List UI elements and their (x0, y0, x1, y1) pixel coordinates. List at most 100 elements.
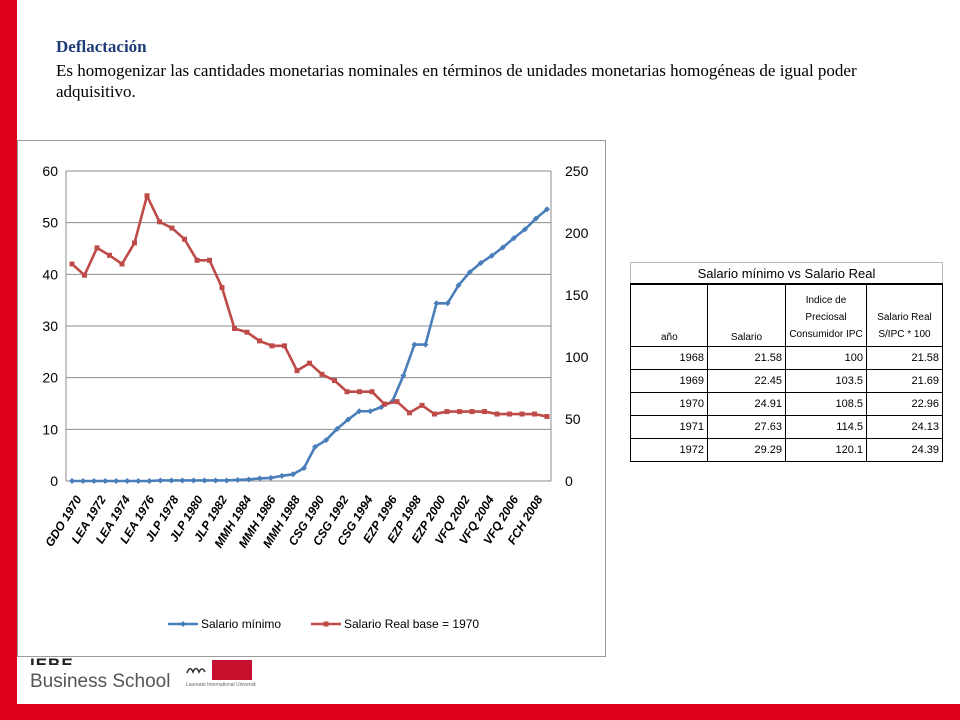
data-point (157, 219, 162, 225)
data-point (245, 476, 252, 483)
data-point (444, 300, 451, 307)
business-school-logo-text: Business School (30, 671, 171, 692)
data-point (466, 269, 473, 276)
data-point (212, 477, 219, 484)
data-point (323, 437, 330, 444)
table-cell: 21.69 (866, 369, 943, 393)
data-point (244, 329, 250, 335)
data-point (419, 402, 425, 408)
data-point (179, 477, 186, 484)
data-point (400, 372, 407, 379)
y-left-tick-label: 10 (42, 421, 58, 437)
data-point (80, 478, 87, 484)
table-row: 1968 21.58 100 21.58 (630, 346, 943, 370)
table-row: 1969 22.45 103.5 21.69 (630, 369, 943, 393)
data-point (119, 261, 125, 267)
accent-bar-bottom (0, 704, 960, 720)
data-point (307, 360, 312, 366)
y-right-tick-label: 200 (565, 225, 589, 241)
y-right-tick-label: 0 (565, 473, 573, 489)
data-point (157, 477, 164, 484)
series-line (72, 208, 548, 483)
uem-mark-icon (186, 667, 206, 675)
data-point (182, 236, 187, 242)
data-point (544, 206, 550, 213)
table-row: 1970 24.91 108.5 22.96 (630, 392, 943, 416)
data-point (357, 389, 362, 395)
data-point (344, 389, 350, 395)
table-row: 1972 29.29 120.1 24.39 (630, 438, 943, 462)
data-point (507, 411, 512, 417)
table-cell: 22.45 (707, 369, 786, 393)
data-point (201, 477, 208, 484)
y-left-tick-label: 60 (42, 163, 58, 179)
data-point (488, 252, 495, 259)
y-left-tick-label: 40 (42, 266, 58, 282)
data-point (113, 478, 120, 484)
table-cell: 1969 (630, 369, 708, 393)
uem-subtitle: Laureate International Universities (186, 682, 256, 688)
line-chart: 0 10 20 30 40 50 60 0 50 100 150 200 250 GDO 1970 LEA … (17, 140, 606, 657)
data-point (356, 408, 363, 415)
y-right-tick-label: 250 (565, 163, 589, 179)
data-point (82, 272, 87, 278)
data-point (91, 478, 98, 484)
y-left-tick-label: 30 (42, 318, 58, 334)
table-cell: 114.5 (785, 415, 867, 439)
table-cell: 1970 (630, 392, 708, 416)
data-point (433, 300, 440, 307)
table-cell: 108.5 (785, 392, 867, 416)
data-point (107, 252, 112, 258)
data-point (407, 410, 412, 416)
data-point (411, 341, 418, 348)
data-point (194, 257, 200, 263)
data-point (300, 465, 307, 472)
data-point (223, 477, 230, 484)
data-point (510, 235, 517, 242)
y-right-tick-label: 50 (565, 411, 581, 427)
data-point (332, 378, 337, 384)
data-point (494, 411, 500, 417)
y-right-tick-label: 100 (565, 349, 589, 365)
uem-red-block (212, 660, 252, 680)
data-point (544, 414, 550, 420)
data-point (269, 343, 275, 349)
data-point (477, 259, 484, 266)
table-cell: 103.5 (785, 369, 867, 393)
y-left-tick-label: 20 (42, 370, 58, 386)
slide-title: Deflactación (56, 37, 147, 56)
table-cell: 24.39 (866, 438, 943, 462)
table-header-real-salary: Salario Real S/IPC * 100 (866, 283, 943, 347)
data-point (132, 240, 137, 246)
data-point (294, 368, 300, 374)
data-point (234, 476, 241, 483)
table-cell: 1972 (630, 438, 708, 462)
data-point (144, 193, 150, 199)
uem-logo: Laureate International Universities (186, 660, 256, 690)
data-point (146, 478, 153, 484)
data-point (521, 226, 528, 233)
data-point (168, 477, 175, 484)
data-point (135, 478, 142, 484)
data-point (432, 411, 437, 417)
data-point (124, 478, 131, 484)
table-cell: 27.63 (707, 415, 786, 439)
y-right-tick-label: 150 (565, 287, 589, 303)
legend-marker (180, 621, 186, 627)
data-point (444, 409, 450, 415)
table-caption: Salario mínimo vs Salario Real (630, 262, 943, 285)
data-point (519, 411, 525, 417)
data-point (219, 285, 225, 291)
table-cell: 24.13 (866, 415, 943, 439)
table-header-ipc: Indice de Preciosal Consumidor IPC (785, 283, 867, 347)
table-cell: 100 (785, 346, 867, 370)
data-point (289, 471, 296, 478)
data-point (169, 225, 175, 231)
table-cell: 21.58 (707, 346, 786, 370)
table-header-salary: Salario (707, 283, 786, 347)
data-point (345, 416, 352, 423)
table-header-year: año (630, 283, 708, 347)
data-point (532, 411, 537, 417)
y-left-tick-label: 50 (42, 215, 58, 231)
table-cell: 1968 (630, 346, 708, 370)
